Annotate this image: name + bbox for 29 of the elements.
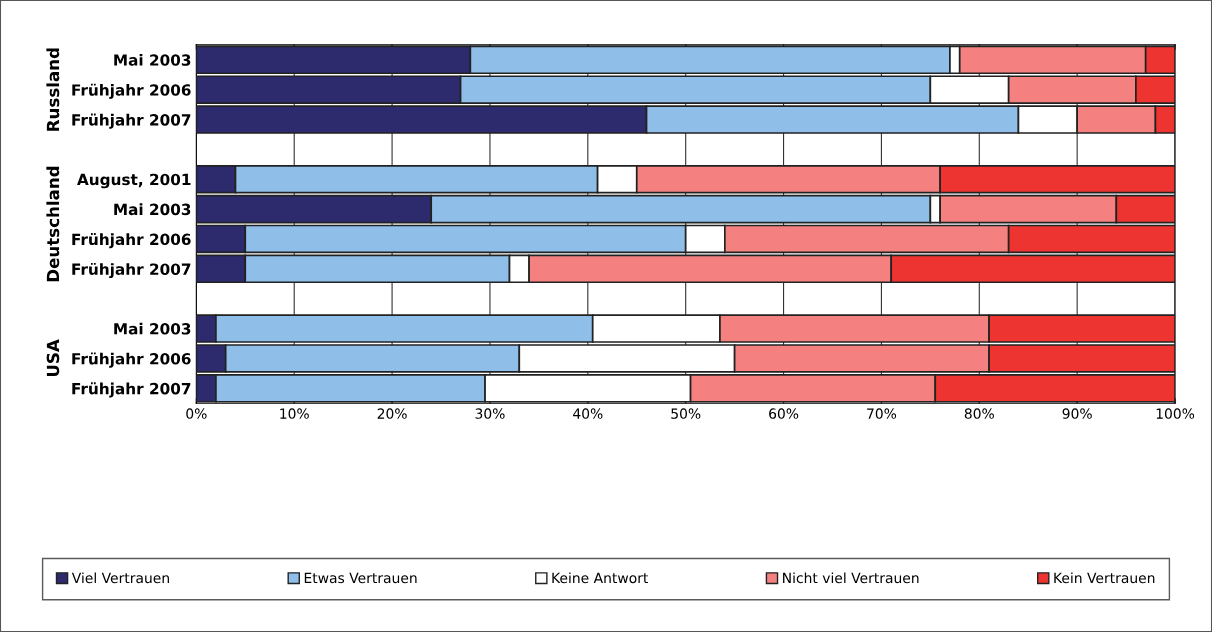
- x-tick-label: 10%: [280, 408, 309, 419]
- legend-label: Viel Vertrauen: [71, 572, 169, 584]
- text: USA: [46, 339, 60, 377]
- y-tick-label: Frühjahr 2006: [72, 83, 191, 99]
- x-tick-label: 50%: [671, 408, 701, 419]
- legend-label: Kein Vertrauen: [1054, 572, 1155, 584]
- x-tick-label: 20%: [377, 408, 407, 419]
- x-tick-label: 100%: [1156, 408, 1195, 419]
- legend-label: Keine Antwort: [552, 572, 649, 584]
- x-tick-label: 60%: [769, 408, 799, 419]
- y-tick-label: Mai 2003: [114, 322, 191, 335]
- y-tick-label: Frühjahr 2007: [72, 262, 191, 279]
- text: Russland: [46, 48, 60, 131]
- x-tick-label: 30%: [475, 408, 505, 419]
- x-tick-label: 70%: [867, 408, 897, 419]
- x-tick-label: 40%: [573, 408, 603, 419]
- y-tick-label: Mai 2003: [114, 203, 191, 216]
- y-tick-label: Frühjahr 2006: [72, 352, 191, 368]
- text: Deutschland: [46, 166, 60, 282]
- legend-label: Nicht viel Vertrauen: [783, 572, 919, 584]
- x-tick-label: 80%: [964, 408, 994, 419]
- x-tick-label: 0%: [186, 408, 207, 419]
- x-tick-label: 90%: [1062, 408, 1092, 419]
- y-tick-label: Mai 2003: [114, 54, 191, 66]
- y-tick-label: Frühjahr 2006: [72, 233, 191, 249]
- y-tick-label: August, 2001: [77, 173, 191, 189]
- y-tick-label: Frühjahr 2007: [72, 113, 191, 129]
- y-tick-label: Frühjahr 2007: [72, 382, 191, 398]
- legend-label: Etwas Vertrauen: [304, 572, 417, 584]
